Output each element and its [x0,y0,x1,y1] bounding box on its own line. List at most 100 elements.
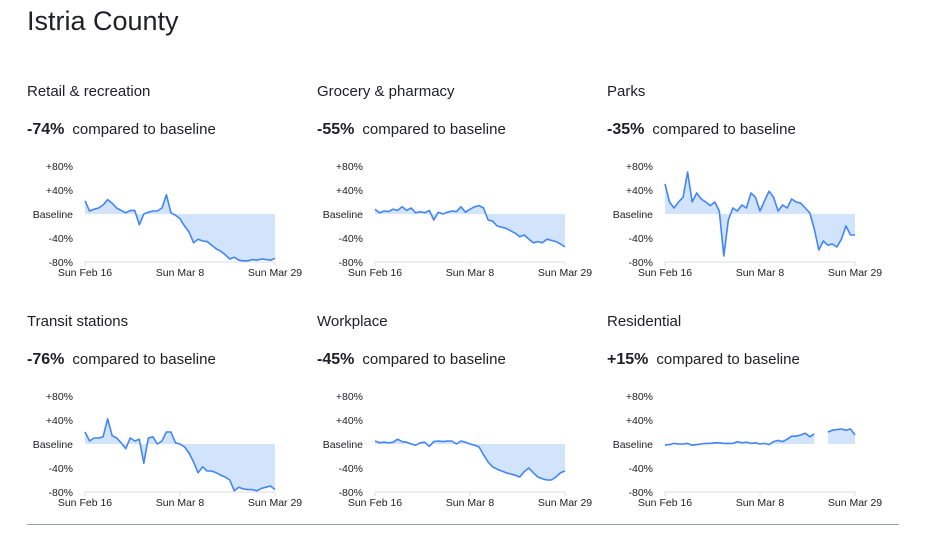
data-point [451,440,453,442]
y-tick-label: -80% [48,257,73,269]
data-point [397,209,399,211]
data-point [415,212,417,214]
data-point [664,183,666,185]
data-point [93,437,95,439]
data-point [519,476,521,478]
x-tick-label: Sun Feb 16 [58,267,112,279]
data-point [687,171,689,173]
data-point [433,219,435,221]
chart-panel-workplace: Workplace -45% compared to baseline +80% +… [317,313,607,523]
x-tick-label: Sun Mar 8 [736,267,785,279]
chart-residential: +80% +40% Baseline -40% -80%Sun Feb 16 Sun Ma… [613,391,883,509]
data-point [98,437,100,439]
data-point [469,443,471,445]
data-point [782,441,784,443]
data-point [406,441,408,443]
baseline-caption: compared to baseline [652,121,796,138]
data-point [831,243,833,245]
data-point [809,436,811,438]
data-point [754,442,756,444]
data-point [134,440,136,442]
x-tick-label: Sun Mar 29 [828,497,882,509]
data-point [727,219,729,221]
x-tick-label: Sun Mar 29 [828,267,882,279]
series-line [664,432,815,446]
data-point [745,441,747,443]
data-point [152,210,154,212]
data-point [174,442,176,444]
data-point [809,212,811,214]
data-point [741,442,743,444]
data-point [437,440,439,442]
data-point [754,196,756,198]
data-point [111,202,113,204]
data-point [84,431,86,433]
data-point [129,209,131,211]
change-percent: -55% [317,121,355,138]
y-tick-label: -80% [628,487,653,499]
data-point [193,242,195,244]
data-point [696,444,698,446]
baseline-caption: compared to baseline [362,121,506,138]
data-point [410,443,412,445]
data-point [238,486,240,488]
panel-title: Workplace [317,313,388,330]
data-point [274,489,276,491]
data-point [687,442,689,444]
data-point [709,442,711,444]
y-tick-label: -80% [48,487,73,499]
data-point [455,211,457,213]
data-point [107,199,109,201]
data-point [750,192,752,194]
data-point [777,439,779,441]
data-point [682,443,684,445]
data-point [813,228,815,230]
data-point [269,259,271,261]
data-point [759,210,761,212]
data-point [673,442,675,444]
data-point [419,442,421,444]
chart-panel-parks: Parks -35% compared to baseline +80% +40% B… [607,83,897,293]
data-point [836,246,838,248]
data-point [691,444,693,446]
data-point [229,479,231,481]
data-point [496,225,498,227]
data-point [442,213,444,215]
data-point [446,211,448,213]
data-point [147,211,149,213]
x-tick-label: Sun Mar 8 [446,267,495,279]
y-tick-label: -80% [628,257,653,269]
data-point [541,478,543,480]
y-tick-label: Baseline [33,209,73,221]
baseline-caption: compared to baseline [72,121,216,138]
data-point [723,255,725,257]
data-point [700,198,702,200]
data-point [424,441,426,443]
data-point [732,207,734,209]
baseline-area [85,418,275,491]
y-tick-label: +80% [626,391,653,403]
y-tick-label: -40% [628,463,653,475]
data-point [483,454,485,456]
y-tick-label: Baseline [33,439,73,451]
data-point [773,196,775,198]
y-tick-label: Baseline [323,439,363,451]
y-tick-label: Baseline [613,209,653,221]
data-point [474,206,476,208]
x-tick-label: Sun Feb 16 [348,267,402,279]
data-point [188,231,190,233]
y-tick-label: +40% [336,185,363,197]
baseline-caption: compared to baseline [656,351,800,368]
data-point [678,443,680,445]
data-point [238,259,240,261]
data-point [170,431,172,433]
data-point [260,258,262,260]
data-point [514,474,516,476]
data-point [143,462,145,464]
data-point [478,205,480,207]
y-tick-label: +80% [626,161,653,173]
data-point [487,461,489,463]
y-tick-label: +80% [336,391,363,403]
data-point [242,260,244,262]
data-point [487,219,489,221]
